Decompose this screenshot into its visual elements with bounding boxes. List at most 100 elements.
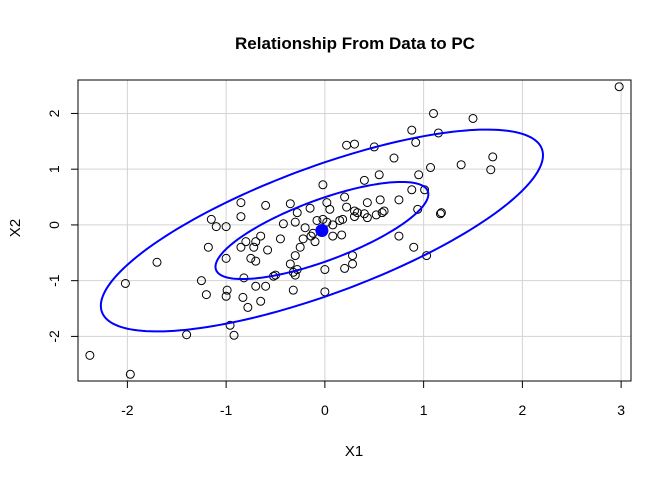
data-point [371,210,381,220]
x-tick-label: -1 [220,402,233,418]
data-points [85,82,624,379]
data-point [377,208,387,218]
chart-title: Relationship From Data to PC [235,34,475,53]
data-point [322,198,332,208]
x-tick-label: 2 [518,402,526,418]
data-point [362,198,372,208]
x-tick-label: 0 [321,402,329,418]
x-axis-label: X1 [345,443,363,460]
data-point [221,291,231,301]
x-tick-label: 3 [617,402,625,418]
data-point [379,206,389,216]
data-point [285,199,295,209]
data-point [342,140,352,150]
data-point [263,245,273,255]
data-point [152,257,162,267]
data-point [278,219,288,229]
data-point [348,259,358,269]
data-point [468,113,478,123]
data-point [236,242,246,252]
data-point [229,330,239,340]
data-point [436,208,446,218]
data-point [261,200,271,210]
data-point [312,215,322,225]
center-point [315,224,329,237]
confidence-ellipses [99,128,544,333]
data-point [394,195,404,205]
data-point [196,276,206,286]
data-point [359,175,369,185]
data-point [350,139,359,149]
data-point [429,108,438,118]
data-point [222,285,232,295]
data-point [298,234,308,244]
data-point [182,330,192,340]
data-point [335,215,345,225]
data-point [85,350,95,360]
data-point [435,209,445,219]
data-point [201,290,211,300]
data-point [407,125,417,135]
data-point [394,231,404,241]
data-point [318,214,328,224]
data-point [375,195,385,205]
data-point [225,320,235,330]
inner-ellipse [214,180,430,281]
data-point [249,242,259,252]
data-point [292,208,302,218]
data-point [221,253,231,263]
data-point [251,237,261,247]
data-point [275,234,285,244]
data-point [239,273,249,283]
data-point [125,369,135,379]
data-point [328,231,338,241]
data-point [426,163,436,173]
data-point [456,160,466,170]
data-point [256,231,266,241]
data-point [251,281,261,291]
data-point [414,170,424,180]
data-point [340,263,350,273]
data-point [120,278,130,288]
data-point [221,222,231,232]
data-point [342,202,352,212]
center-marker-layer [315,224,329,237]
data-point [236,212,246,222]
data-point [389,153,399,163]
data-point [318,180,328,190]
x-tick-label: -2 [121,402,134,418]
data-point [306,231,316,241]
data-point [238,292,248,302]
plot-frame [77,79,632,382]
data-point [350,206,359,216]
data-point [251,256,261,266]
data-point [206,214,216,224]
data-point [211,222,221,232]
y-tick-label: -1 [46,274,62,287]
outer-ellipse [99,128,544,333]
y-axis-label: X2 [7,219,24,237]
data-point [407,185,417,195]
data-point [411,137,421,147]
data-point [374,170,384,180]
data-point [486,165,496,175]
data-point [236,198,246,208]
data-point [614,82,624,92]
data-point [246,253,256,263]
data-point [288,285,298,295]
data-point [285,259,295,269]
data-point [409,242,419,252]
data-point [290,217,300,227]
data-point [337,230,347,240]
data-point [256,296,266,306]
data-point [320,265,330,275]
data-point [305,203,315,213]
data-point [350,212,359,222]
data-point [488,152,498,162]
data-point [243,302,253,312]
data-point [261,281,271,291]
data-point [295,242,305,252]
y-tick-label: 1 [46,165,62,173]
